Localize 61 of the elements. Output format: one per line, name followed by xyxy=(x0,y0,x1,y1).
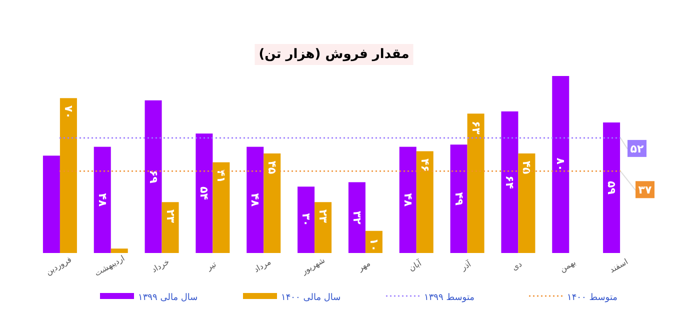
bar xyxy=(518,153,536,253)
x-tick-label: اردیبهشت xyxy=(93,254,126,278)
data-label: ۵۹ xyxy=(605,181,618,195)
legend-label: سال مالی ۱۴۰۰ xyxy=(281,293,341,303)
bar xyxy=(450,144,468,253)
data-label: ۲۳ xyxy=(164,209,177,224)
x-tick-label: فروردین xyxy=(44,254,74,277)
bar xyxy=(42,156,60,253)
bar xyxy=(298,186,315,253)
data-label: ۳۲ xyxy=(350,210,364,225)
legend-label: سال مالی ۱۳۹۹ xyxy=(138,293,198,303)
bar xyxy=(365,230,382,253)
data-label: ۴۸ xyxy=(96,193,109,207)
x-tick-label: تیر xyxy=(204,260,218,272)
data-label: ۷۰ xyxy=(62,105,75,119)
bar xyxy=(94,146,111,253)
bar xyxy=(144,100,162,253)
x-tick-label: شهریور xyxy=(299,256,327,276)
bar xyxy=(416,151,434,253)
x-tick-label: مهر xyxy=(356,258,372,274)
data-label: ۳۰ xyxy=(300,213,313,227)
data-label: ۱۰ xyxy=(367,238,380,252)
x-tick-label: اسفند xyxy=(608,257,630,275)
x-tick-label: خرداد xyxy=(150,257,171,274)
data-label: ۴۸ xyxy=(401,193,414,207)
bar xyxy=(110,248,128,253)
data-label: ۶۹ xyxy=(146,170,160,184)
data-label: ۴۹ xyxy=(452,192,466,206)
x-tick-label: مرداد xyxy=(252,257,272,274)
data-label: ۴۱ xyxy=(214,170,228,184)
data-label: ۴۸ xyxy=(248,193,262,207)
bar xyxy=(314,202,332,253)
chart-title: مقدار فروش (هزار تن) xyxy=(258,47,410,62)
bar xyxy=(348,182,366,253)
bar xyxy=(603,122,620,253)
data-label: ۴۶ xyxy=(418,158,432,172)
data-label: ۶۴ xyxy=(503,175,516,190)
data-label: ۲۳ xyxy=(316,209,330,224)
data-label: ۵۴ xyxy=(198,186,211,200)
bar xyxy=(552,76,570,253)
x-tick-label: دی xyxy=(510,259,524,272)
bar xyxy=(501,111,518,253)
bar xyxy=(212,162,230,253)
bar xyxy=(264,153,281,253)
x-tick-label: آبان xyxy=(406,257,424,273)
data-label: ۳۷ xyxy=(638,184,652,197)
legend-label: متوسط ۱۳۹۹ xyxy=(424,293,475,303)
bar xyxy=(246,146,264,253)
bar xyxy=(162,202,179,253)
data-label: ۴۵ xyxy=(266,160,279,174)
data-label: ۴۵ xyxy=(520,160,534,174)
data-label: ۸۰ xyxy=(554,158,568,172)
bar xyxy=(399,146,416,253)
data-label: ۵۲ xyxy=(630,142,644,156)
bar xyxy=(60,98,77,253)
legend-label: متوسط ۱۴۰۰ xyxy=(567,293,618,303)
x-tick-label: آذر xyxy=(458,258,474,273)
bar xyxy=(196,134,213,253)
x-tick-label: بهمن xyxy=(558,258,578,274)
data-label: ۶۳ xyxy=(469,120,482,135)
bar xyxy=(467,114,484,253)
